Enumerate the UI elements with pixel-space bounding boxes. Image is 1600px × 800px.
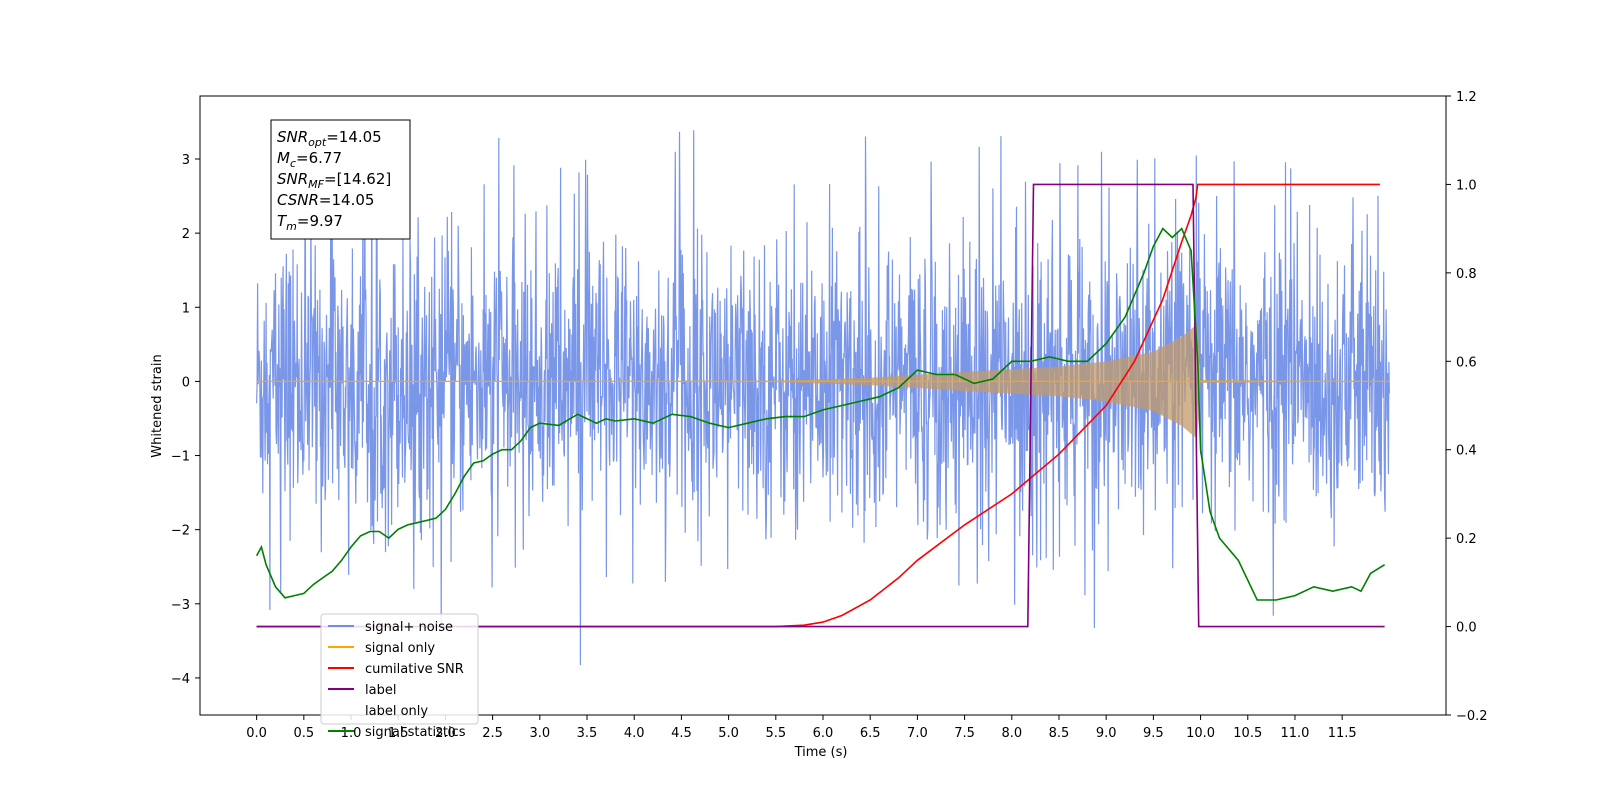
x-tick-label: 4.5 — [671, 726, 692, 741]
series-signal-plus-noise — [256, 130, 1390, 666]
legend-frame — [320, 613, 479, 725]
y2-tick-label: 0.6 — [1456, 355, 1477, 370]
x-tick-label: 2.5 — [482, 726, 503, 741]
x-tick-label: 7.0 — [907, 726, 928, 741]
legend: signal+ noise signal only cumilative SNR la… — [320, 613, 479, 740]
stats-annotation-box: SNRopt=14.05Mc=6.77SNRMF=[14.62]CSNR=14.… — [270, 119, 411, 240]
y-axis-label: Whitened strain — [150, 354, 165, 457]
y-axis-left: 3 2 1 0 −1 −2 −3 −4 — [171, 153, 200, 687]
x-axis: 0.0 0.5 1.0 1.5 2.0 2.5 3.0 3.5 4.0 4.5 5.0 5.5 6.0 6… — [246, 715, 1357, 741]
x-tick-label: 5.5 — [765, 726, 786, 741]
x-tick-label: 1.0 — [341, 726, 362, 741]
y2-tick-label: 0.2 — [1456, 532, 1477, 547]
x-tick-label: 2.0 — [435, 726, 456, 741]
x-tick-label: 5.0 — [718, 726, 739, 741]
y-tick-label: −3 — [171, 598, 190, 613]
x-tick-label: 11.0 — [1280, 726, 1309, 741]
y2-tick-label: 0.4 — [1456, 444, 1477, 459]
x-tick-label: 6.5 — [860, 726, 881, 741]
stats-line: Tm=9.97 — [277, 212, 343, 233]
y-tick-label: 0 — [182, 375, 190, 390]
y2-tick-label: 0.0 — [1456, 621, 1477, 636]
y-tick-label: −1 — [171, 450, 190, 465]
x-tick-label: 10.5 — [1233, 726, 1262, 741]
series-label — [256, 183, 1385, 628]
x-tick-label: 0.5 — [293, 726, 314, 741]
y2-tick-label: −0.2 — [1456, 709, 1488, 724]
y2-tick-label: 0.8 — [1456, 267, 1477, 282]
y-tick-label: 2 — [182, 227, 190, 242]
x-tick-label: 9.0 — [1096, 726, 1117, 741]
x-tick-label: 11.5 — [1328, 726, 1357, 741]
y2-tick-label: 1.2 — [1456, 90, 1477, 105]
x-tick-label: 9.5 — [1143, 726, 1164, 741]
stats-line: SNRopt=14.05 — [277, 128, 382, 149]
legend-entry: signal statistics — [365, 725, 466, 740]
x-tick-label: 8.0 — [1001, 726, 1022, 741]
legend-entry: cumilative SNR — [365, 662, 464, 677]
legend-entry: signal only — [365, 641, 435, 656]
stats-line: Mc=6.77 — [277, 149, 342, 170]
y-tick-label: −4 — [171, 672, 190, 687]
series-cumilative-snr — [256, 183, 1380, 628]
y-tick-label: 3 — [182, 153, 190, 168]
x-tick-label: 4.0 — [624, 726, 645, 741]
x-tick-label: 3.0 — [529, 726, 550, 741]
stats-line: SNRMF=[14.62] — [277, 170, 391, 191]
y-tick-label: −2 — [171, 524, 190, 539]
x-tick-label: 0.0 — [246, 726, 267, 741]
x-tick-label: 8.5 — [1049, 726, 1070, 741]
legend-entry: signal+ noise — [365, 620, 453, 635]
y-tick-label: 1 — [182, 301, 190, 316]
x-tick-label: 7.5 — [954, 726, 975, 741]
legend-entry: label only — [365, 704, 428, 719]
series-signal-statistics — [255, 227, 1386, 601]
x-tick-label: 10.0 — [1186, 726, 1215, 741]
y-axis-right: 1.2 1.0 0.8 0.6 0.4 0.2 0.0 −0.2 — [1446, 90, 1488, 724]
x-axis-label: Time (s) — [794, 745, 848, 760]
legend-entry: label — [365, 683, 396, 698]
x-tick-label: 3.5 — [577, 726, 598, 741]
series-layer — [255, 130, 1390, 666]
y2-tick-label: 1.0 — [1456, 178, 1477, 193]
x-tick-label: 6.0 — [813, 726, 834, 741]
stats-line: CSNR=14.05 — [277, 191, 374, 209]
x-tick-label: 1.5 — [388, 726, 409, 741]
